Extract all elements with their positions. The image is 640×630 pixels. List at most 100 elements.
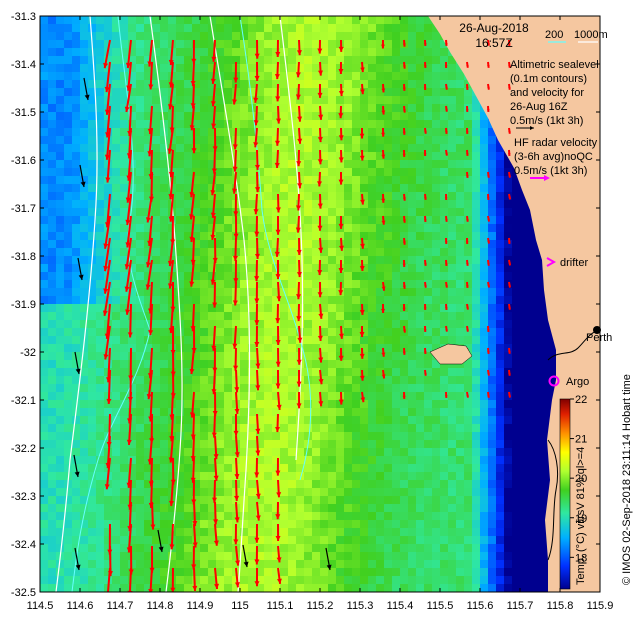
sst-cell bbox=[344, 128, 352, 136]
sst-cell bbox=[72, 216, 80, 224]
sst-cell bbox=[192, 32, 200, 40]
sst-cell bbox=[512, 296, 520, 304]
sst-cell bbox=[480, 552, 488, 560]
sst-cell bbox=[224, 480, 232, 488]
sst-cell bbox=[192, 488, 200, 496]
sst-cell bbox=[104, 352, 112, 360]
sst-cell bbox=[56, 24, 64, 32]
sst-cell bbox=[440, 472, 448, 480]
sst-cell bbox=[264, 392, 272, 400]
sst-cell bbox=[112, 88, 120, 96]
sst-cell bbox=[304, 184, 312, 192]
sst-cell bbox=[120, 440, 128, 448]
sst-cell bbox=[176, 176, 184, 184]
sst-cell bbox=[360, 424, 368, 432]
sst-cell bbox=[48, 320, 56, 328]
sst-cell bbox=[384, 328, 392, 336]
sst-cell bbox=[496, 240, 504, 248]
sst-cell bbox=[136, 168, 144, 176]
sst-cell bbox=[288, 272, 296, 280]
sst-cell bbox=[488, 472, 496, 480]
sst-cell bbox=[224, 544, 232, 552]
sst-cell bbox=[280, 232, 288, 240]
sst-cell bbox=[40, 336, 48, 344]
sst-cell bbox=[488, 296, 496, 304]
sst-cell bbox=[192, 184, 200, 192]
sst-cell bbox=[416, 568, 424, 576]
sst-cell bbox=[424, 136, 432, 144]
sst-cell bbox=[480, 152, 488, 160]
sst-cell bbox=[504, 488, 512, 496]
sst-cell bbox=[304, 488, 312, 496]
sst-cell bbox=[64, 216, 72, 224]
sst-cell bbox=[224, 112, 232, 120]
sst-cell bbox=[64, 368, 72, 376]
sst-cell bbox=[416, 144, 424, 152]
sst-cell bbox=[208, 192, 216, 200]
sst-cell bbox=[256, 520, 264, 528]
sst-cell bbox=[120, 392, 128, 400]
sst-cell bbox=[160, 584, 168, 592]
sst-cell bbox=[440, 336, 448, 344]
sst-cell bbox=[512, 232, 520, 240]
sst-cell bbox=[200, 416, 208, 424]
sst-cell bbox=[184, 576, 192, 584]
sst-cell bbox=[224, 104, 232, 112]
sst-cell bbox=[208, 400, 216, 408]
sst-cell bbox=[312, 168, 320, 176]
sst-cell bbox=[368, 376, 376, 384]
sst-cell bbox=[416, 224, 424, 232]
sst-cell bbox=[96, 160, 104, 168]
sst-cell bbox=[320, 56, 328, 64]
sst-cell bbox=[56, 448, 64, 456]
sst-cell bbox=[152, 328, 160, 336]
sst-cell bbox=[288, 392, 296, 400]
sst-cell bbox=[368, 392, 376, 400]
sst-cell bbox=[344, 64, 352, 72]
sst-cell bbox=[72, 64, 80, 72]
sst-cell bbox=[536, 520, 544, 528]
sst-cell bbox=[112, 408, 120, 416]
sst-cell bbox=[144, 40, 152, 48]
sst-cell bbox=[40, 160, 48, 168]
sst-cell bbox=[376, 200, 384, 208]
sst-cell bbox=[368, 312, 376, 320]
sst-cell bbox=[392, 416, 400, 424]
sst-cell bbox=[256, 456, 264, 464]
sst-cell bbox=[312, 520, 320, 528]
sst-cell bbox=[480, 408, 488, 416]
sst-cell bbox=[328, 160, 336, 168]
sst-cell bbox=[144, 544, 152, 552]
sst-cell bbox=[176, 432, 184, 440]
sst-cell bbox=[240, 160, 248, 168]
sst-cell bbox=[96, 352, 104, 360]
sst-cell bbox=[312, 112, 320, 120]
sst-cell bbox=[376, 184, 384, 192]
sst-cell bbox=[248, 360, 256, 368]
sst-cell bbox=[248, 528, 256, 536]
sst-cell bbox=[160, 536, 168, 544]
sst-cell bbox=[128, 248, 136, 256]
sst-cell bbox=[488, 136, 496, 144]
sst-cell bbox=[368, 528, 376, 536]
sst-cell bbox=[288, 56, 296, 64]
sst-cell bbox=[320, 88, 328, 96]
sst-cell bbox=[432, 464, 440, 472]
sst-cell bbox=[304, 96, 312, 104]
sst-cell bbox=[64, 208, 72, 216]
sst-cell bbox=[448, 320, 456, 328]
sst-cell bbox=[416, 328, 424, 336]
sst-cell bbox=[48, 544, 56, 552]
sst-cell bbox=[384, 448, 392, 456]
sst-cell bbox=[488, 368, 496, 376]
sst-cell bbox=[344, 104, 352, 112]
sst-cell bbox=[96, 560, 104, 568]
sst-cell bbox=[192, 128, 200, 136]
sst-cell bbox=[256, 424, 264, 432]
sst-cell bbox=[456, 544, 464, 552]
sst-cell bbox=[280, 200, 288, 208]
sst-cell bbox=[520, 504, 528, 512]
sst-cell bbox=[232, 184, 240, 192]
sst-cell bbox=[528, 360, 536, 368]
sst-cell bbox=[480, 192, 488, 200]
